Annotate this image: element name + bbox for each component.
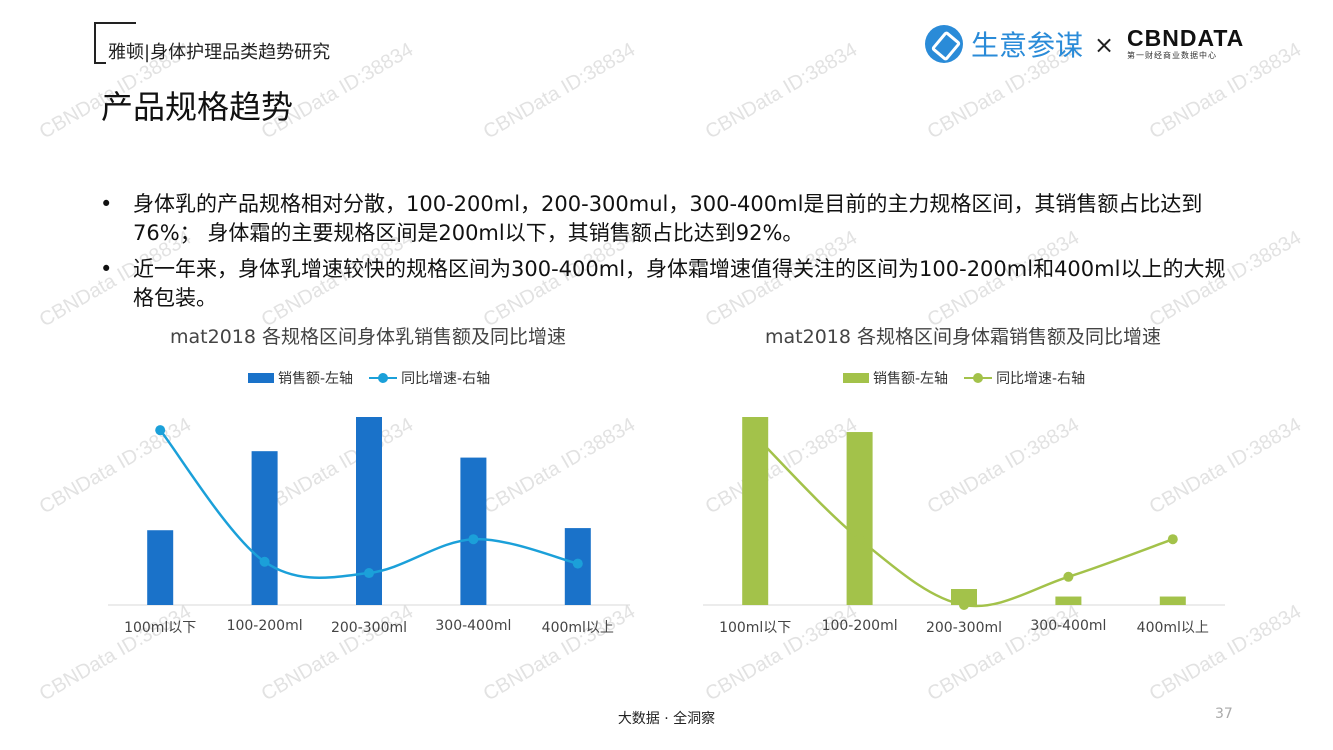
growth-point [854, 534, 865, 545]
growth-point [468, 534, 479, 545]
bullet-item: 身体乳的产品规格相对分散，100-200ml，200-300mul，300-40… [100, 190, 1240, 248]
chart-legend: 销售额-左轴 同比增速-右轴 [843, 368, 1085, 388]
bar [251, 451, 278, 605]
chart-title: mat2018 各规格区间身体霜销售额及同比增速 [765, 326, 1161, 348]
legend-line-swatch [964, 373, 993, 383]
growth-point [959, 600, 969, 610]
compass-icon [925, 25, 963, 63]
x-tick-label: 100ml以下 [124, 620, 196, 636]
cbndata-logo: CBNDATA 第一财经商业数据中心 [1127, 26, 1244, 61]
times-icon: × [1094, 31, 1115, 59]
growth-point [364, 568, 374, 579]
cream-chart: mat2018 各规格区间身体霜销售额及同比增速 销售额-左轴 同比增速-右轴 … [695, 322, 1235, 652]
chart-legend: 销售额-左轴 同比增速-右轴 [248, 368, 490, 388]
legend-line-swatch [369, 373, 398, 383]
bar [951, 589, 977, 605]
bar [742, 417, 769, 605]
legend-label: 同比增速-右轴 [401, 371, 491, 387]
bullet-list: 身体乳的产品规格相对分散，100-200ml，200-300mul，300-40… [100, 190, 1240, 320]
bar [846, 432, 873, 605]
watermark-text: CBNData ID:38834 [479, 38, 639, 144]
x-tick-label: 100-200ml [822, 618, 898, 634]
legend-bar-swatch [248, 373, 274, 383]
growth-point [259, 556, 270, 567]
cream-chart-plot: 100ml以下 100-200ml 200-300ml 300-400ml 400ml以… [703, 417, 1225, 636]
growth-point [1063, 571, 1074, 582]
x-tick-label: 100-200ml [227, 618, 303, 634]
growth-point [572, 558, 583, 569]
bar [460, 457, 487, 605]
shengyi-logo-text: 生意参谋 [971, 29, 1084, 62]
x-tick-label: 300-400ml [435, 618, 511, 634]
x-tick-label: 200-300ml [331, 620, 407, 636]
header-bracket-decoration [94, 22, 136, 64]
growth-point [155, 425, 166, 436]
x-tick-label: 400ml以上 [542, 620, 614, 636]
x-tick-label: 400ml以上 [1137, 620, 1209, 636]
legend-label: 销售额-左轴 [873, 371, 949, 387]
bar [147, 530, 174, 605]
cbndata-logo-text: CBNDATA [1127, 25, 1245, 51]
chart-title: mat2018 各规格区间身体乳销售额及同比增速 [170, 326, 566, 348]
growth-point [750, 430, 761, 441]
header-title: 雅顿|身体护理品类趋势研究 [108, 42, 331, 63]
lotion-chart: mat2018 各规格区间身体乳销售额及同比增速 销售额-左轴 同比增速-右轴 … [100, 322, 640, 652]
legend-label: 销售额-左轴 [278, 371, 354, 387]
footer-tagline: 大数据 · 全洞察 [617, 711, 716, 727]
bar [1055, 596, 1082, 605]
legend-label: 同比增速-右轴 [996, 371, 1086, 387]
page-number: 37 [1215, 706, 1233, 722]
x-tick-label: 200-300ml [926, 620, 1002, 636]
x-tick-label: 300-400ml [1030, 618, 1106, 634]
page-title: 产品规格趋势 [101, 88, 294, 126]
lotion-chart-plot: 100ml以下 100-200ml 200-300ml 300-400ml 400ml以… [108, 417, 630, 636]
growth-line [754, 434, 1174, 608]
bar [1159, 596, 1186, 605]
growth-point [1167, 534, 1178, 545]
watermark-text: CBNData ID:38834 [701, 38, 861, 144]
shengyi-logo: 生意参谋 [925, 24, 1083, 64]
legend-bar-swatch [843, 373, 869, 383]
cbndata-logo-subtitle: 第一财经商业数据中心 [1127, 51, 1217, 60]
bullet-item: 近一年来，身体乳增速较快的规格区间为300-400ml，身体霜增速值得关注的区间… [100, 255, 1240, 313]
x-tick-label: 100ml以下 [719, 620, 791, 636]
